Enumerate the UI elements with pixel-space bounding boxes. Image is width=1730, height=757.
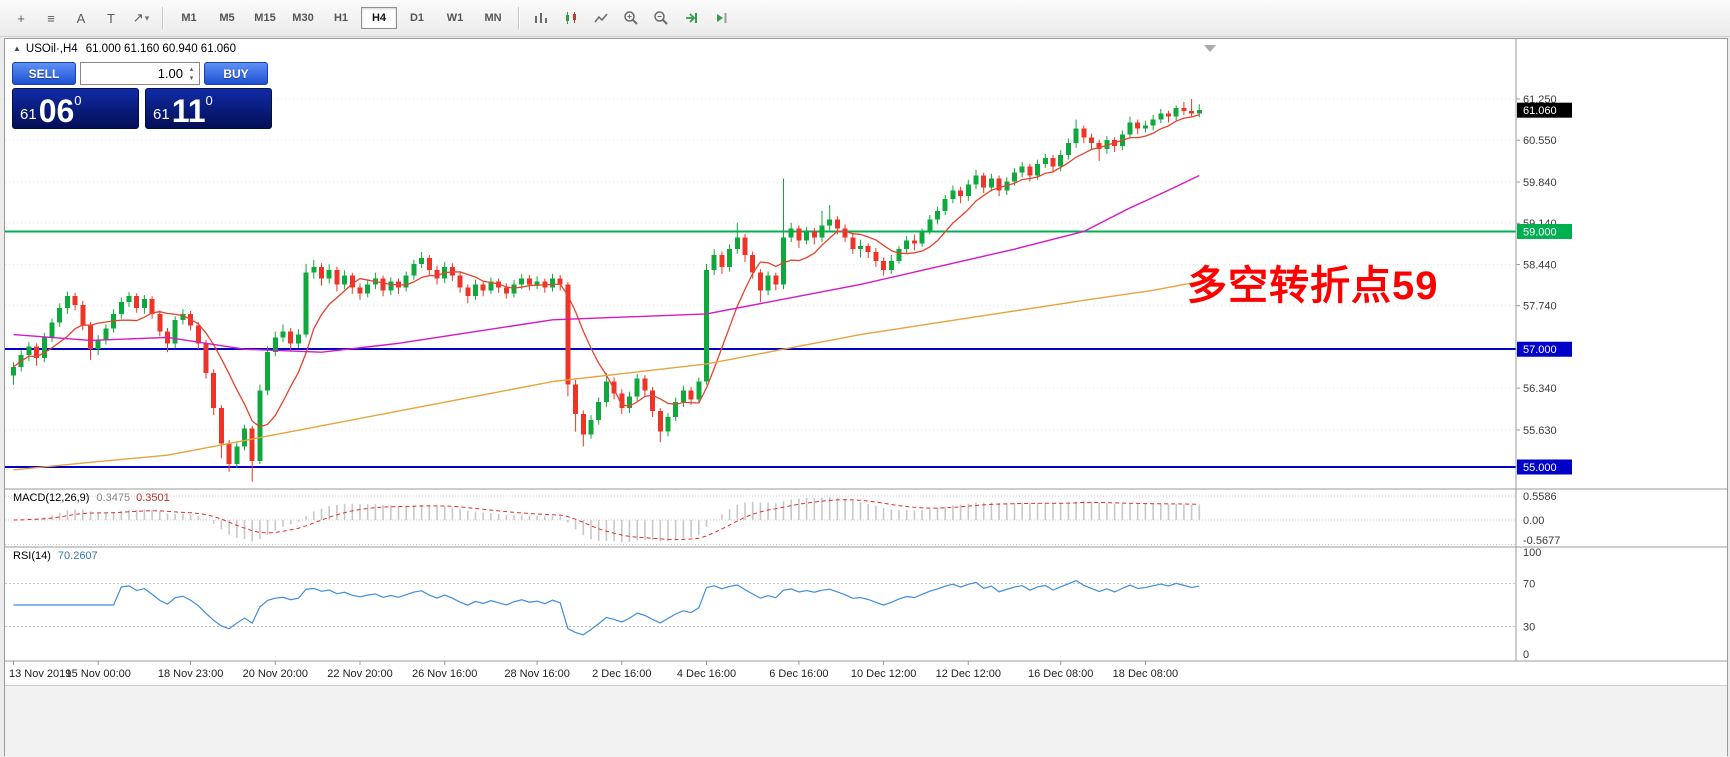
symbol-ohlc-line: ▲ USOil·,H4 61.000 61.160 60.940 61.060 [13,43,236,55]
symbol-marker-icon: ▲ [13,44,21,53]
svg-text:18 Dec 08:00: 18 Dec 08:00 [1113,668,1178,680]
macd-label: MACD(12,26,9) 0.3475 0.3501 [13,492,170,504]
volume-increase-button[interactable]: ▴ [189,65,194,73]
bid-price-display[interactable]: 61 06 0 [12,88,139,129]
svg-text:0: 0 [1523,649,1529,661]
svg-text:58.440: 58.440 [1523,259,1557,271]
tf-w1-button[interactable]: W1 [446,12,464,24]
svg-text:55.000: 55.000 [1523,462,1557,474]
svg-text:10 Dec 12:00: 10 Dec 12:00 [851,668,916,680]
svg-text:28 Nov 16:00: 28 Nov 16:00 [504,668,569,680]
macd-main-value: 0.3475 [96,492,131,504]
macd-signal-value: 0.3501 [136,492,170,504]
buy-button[interactable]: BUY [204,62,268,85]
zoom-out-icon[interactable] [647,5,675,31]
svg-text:18 Nov 23:00: 18 Nov 23:00 [158,668,223,680]
line-chart-icon[interactable] [587,5,615,31]
svg-text:-0.5677: -0.5677 [1523,535,1560,547]
ma-slow-line [13,280,1200,471]
price-axis-labels: 61.25060.55059.84059.14058.44057.74056.3… [1516,94,1572,661]
svg-text:60.550: 60.550 [1523,135,1557,147]
time-axis[interactable] [5,661,1516,685]
rsi-panel [5,579,1516,636]
sell-button[interactable]: SELL [12,62,76,85]
tf-h1-button[interactable]: H1 [333,12,349,24]
tf-m15-button[interactable]: M15 [254,12,276,24]
symbol-name: USOil·,H4 [25,43,78,55]
tf-d1-button[interactable]: D1 [409,12,425,24]
svg-text:56.340: 56.340 [1523,383,1557,395]
chart-annotation[interactable]: 多空转折点59 [1187,264,1439,308]
toolbar-separator [518,7,520,29]
ask-price-display[interactable]: 61 11 0 [145,88,272,129]
tf-m5-button[interactable]: M5 [219,12,235,24]
label-tool-icon[interactable]: T [107,10,115,26]
draw-tools-icon[interactable]: + [17,10,25,26]
rsi-panel-separator[interactable] [5,545,1516,550]
svg-text:16 Dec 08:00: 16 Dec 08:00 [1028,668,1093,680]
svg-text:30: 30 [1523,622,1535,634]
candles-series [11,99,1202,482]
toolbar-separator [162,7,164,29]
macd-panel [5,495,1516,545]
svg-text:20 Nov 20:00: 20 Nov 20:00 [243,668,308,680]
tf-h4-button[interactable]: H4 [361,7,397,29]
svg-text:57.740: 57.740 [1523,301,1557,313]
price-axis[interactable] [1516,39,1727,661]
macd-panel-separator[interactable] [5,487,1516,492]
auto-scroll-icon[interactable] [677,5,705,31]
panel-frame [5,39,1727,662]
arrow-tools-icon[interactable]: ↗ ▾ [132,10,150,25]
candlesticks-icon[interactable] [557,5,585,31]
chart-shift-icon[interactable] [707,5,735,31]
chart-canvas[interactable]: 61.25060.55059.84059.14058.44057.74056.3… [5,39,1727,685]
svg-text:22 Nov 20:00: 22 Nov 20:00 [327,668,392,680]
rsi-value: 70.2607 [57,550,98,562]
chart-window: 61.25060.55059.84059.14058.44057.74056.3… [4,38,1728,757]
tf-mn-button[interactable]: MN [484,12,502,24]
svg-text:26 Nov 16:00: 26 Nov 16:00 [412,668,477,680]
volume-decrease-button[interactable]: ▾ [189,74,194,82]
text-tool-icon[interactable]: A [76,10,86,26]
main-toolbar: + ≡ A T ↗ ▾ M1 M5 M15 M30 H1 H4 D1 W1 MN [0,0,1730,37]
svg-text:4 Dec 16:00: 4 Dec 16:00 [677,668,736,680]
svg-text:59.000: 59.000 [1523,226,1557,238]
ma-mid-line [13,174,1200,353]
svg-text:100: 100 [1523,547,1541,559]
one-click-trading-panel: SELL 1.00 ▴ ▾ BUY 61 06 0 61 11 0 [12,62,272,129]
svg-text:61.060: 61.060 [1523,105,1557,117]
window-bottom-area [5,685,1727,757]
volume-field[interactable]: 1.00 ▴ ▾ [80,62,200,85]
chevron-down-icon: ▾ [144,12,150,23]
rsi-label: RSI(14) 70.2607 [13,550,98,562]
svg-text:13 Nov 2019: 13 Nov 2019 [9,668,71,680]
ohlc-values: 61.000 61.160 60.940 61.060 [85,43,236,55]
svg-text:0.00: 0.00 [1523,515,1544,527]
tf-m1-button[interactable]: M1 [181,12,197,24]
bar-chart-icon[interactable] [527,5,555,31]
volume-value[interactable]: 1.00 [157,66,183,81]
chart-shift-marker-icon [1204,45,1216,52]
svg-text:55.630: 55.630 [1523,425,1557,437]
svg-text:12 Dec 12:00: 12 Dec 12:00 [936,668,1001,680]
svg-text:57.000: 57.000 [1523,344,1557,356]
svg-text:59.840: 59.840 [1523,177,1557,189]
svg-text:15 Nov 00:00: 15 Nov 00:00 [65,668,130,680]
svg-text:2 Dec 16:00: 2 Dec 16:00 [592,668,651,680]
tf-m30-button[interactable]: M30 [292,12,314,24]
objects-list-icon[interactable]: ≡ [47,10,55,26]
svg-text:70: 70 [1523,578,1535,590]
svg-text:0.5586: 0.5586 [1523,491,1557,503]
svg-text:6 Dec 16:00: 6 Dec 16:00 [769,668,828,680]
zoom-in-icon[interactable] [617,5,645,31]
